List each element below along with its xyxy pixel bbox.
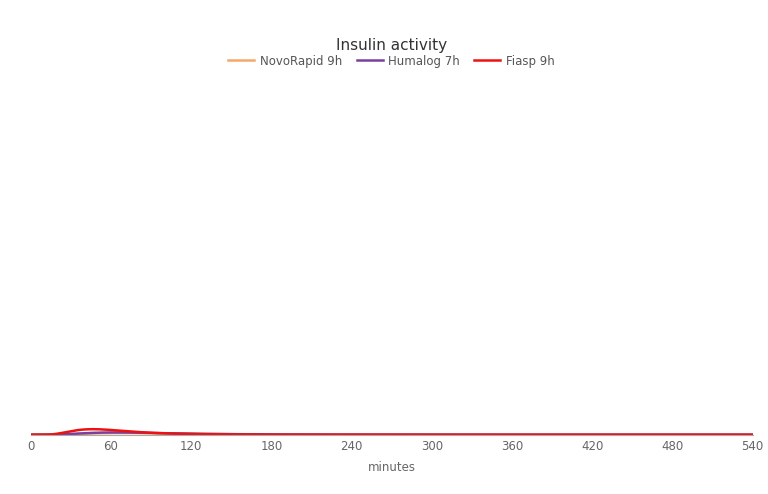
Humalog 7h bbox=[734, 432, 743, 438]
Fiasp 9h bbox=[26, 432, 35, 438]
Humalog 7h bbox=[657, 432, 666, 438]
Line: Humalog 7h: Humalog 7h bbox=[31, 432, 753, 435]
X-axis label: minutes: minutes bbox=[368, 461, 415, 474]
Fiasp 9h bbox=[88, 426, 98, 432]
NovoRapid 9h bbox=[335, 432, 344, 438]
Humalog 7h bbox=[151, 430, 161, 436]
NovoRapid 9h bbox=[657, 432, 666, 438]
Humalog 7h bbox=[335, 432, 344, 438]
Humalog 7h bbox=[303, 432, 313, 438]
Fiasp 9h bbox=[303, 432, 313, 438]
Legend: NovoRapid 9h, Humalog 7h, Fiasp 9h: NovoRapid 9h, Humalog 7h, Fiasp 9h bbox=[223, 50, 560, 72]
NovoRapid 9h bbox=[734, 432, 743, 438]
Fiasp 9h bbox=[734, 432, 743, 438]
Humalog 7h bbox=[108, 429, 118, 435]
NovoRapid 9h bbox=[26, 432, 35, 438]
NovoRapid 9h bbox=[748, 432, 757, 438]
NovoRapid 9h bbox=[108, 430, 118, 436]
NovoRapid 9h bbox=[303, 432, 313, 438]
Humalog 7h bbox=[111, 429, 120, 435]
Line: Fiasp 9h: Fiasp 9h bbox=[31, 429, 753, 435]
Fiasp 9h bbox=[335, 432, 344, 438]
Fiasp 9h bbox=[657, 432, 666, 438]
Fiasp 9h bbox=[748, 432, 757, 438]
Line: NovoRapid 9h: NovoRapid 9h bbox=[31, 433, 753, 435]
Fiasp 9h bbox=[151, 430, 161, 436]
NovoRapid 9h bbox=[151, 430, 161, 436]
NovoRapid 9h bbox=[120, 430, 129, 436]
Humalog 7h bbox=[26, 432, 35, 438]
Title: Insulin activity: Insulin activity bbox=[336, 38, 447, 53]
Humalog 7h bbox=[748, 432, 757, 438]
Fiasp 9h bbox=[109, 427, 118, 433]
